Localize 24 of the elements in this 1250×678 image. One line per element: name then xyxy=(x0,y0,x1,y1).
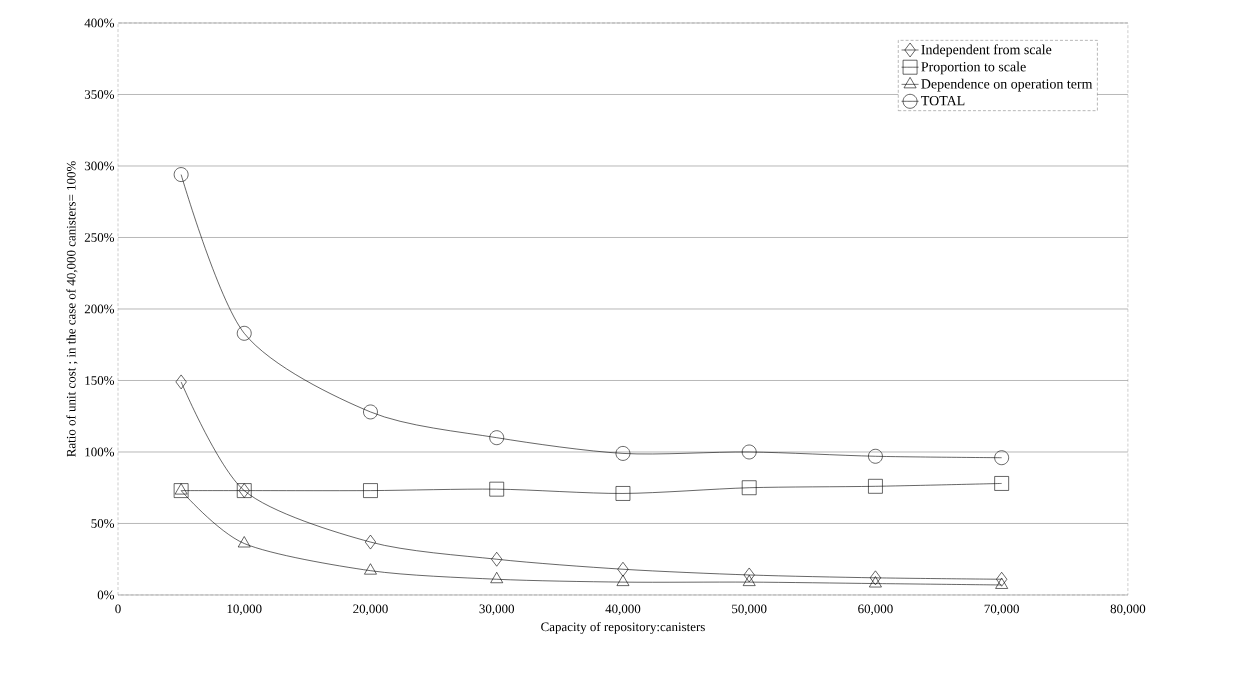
legend-label: TOTAL xyxy=(921,95,965,106)
x-tick-label: 50,000 xyxy=(732,604,767,616)
y-tick-label: 400% xyxy=(84,18,115,28)
x-tick-label: 30,000 xyxy=(479,604,515,616)
y-tick-label: 200% xyxy=(84,304,115,314)
x-tick-label: 10,000 xyxy=(227,604,262,616)
x-tick-label: 80,000 xyxy=(1110,604,1146,616)
y-tick-label: 250% xyxy=(84,233,115,242)
x-tick-label: 60,000 xyxy=(858,604,893,616)
y-tick-label: 350% xyxy=(84,90,115,99)
x-tick-label: 0 xyxy=(115,604,121,614)
x-tick-label: 20,000 xyxy=(353,604,388,616)
y-tick-label: 100% xyxy=(85,447,115,457)
y-axis-title: Ratio of unit cost ; in the case of 40,000 canisters= 100% xyxy=(66,161,78,457)
x-tick-label: 70,000 xyxy=(984,604,1019,616)
y-tick-label: 50% xyxy=(91,519,115,528)
y-tick-label: 150% xyxy=(85,376,115,385)
x-tick-label: 40,000 xyxy=(605,604,641,616)
legend-label: Proportion to scale xyxy=(921,61,1026,75)
legend-label: Independent from scale xyxy=(921,44,1052,58)
y-tick-label: 0% xyxy=(97,590,115,600)
y-tick-label: 300% xyxy=(84,161,115,171)
x-axis-title: Capacity of repository:canisters xyxy=(541,621,705,634)
legend-label: Dependence on operation term xyxy=(921,78,1093,92)
